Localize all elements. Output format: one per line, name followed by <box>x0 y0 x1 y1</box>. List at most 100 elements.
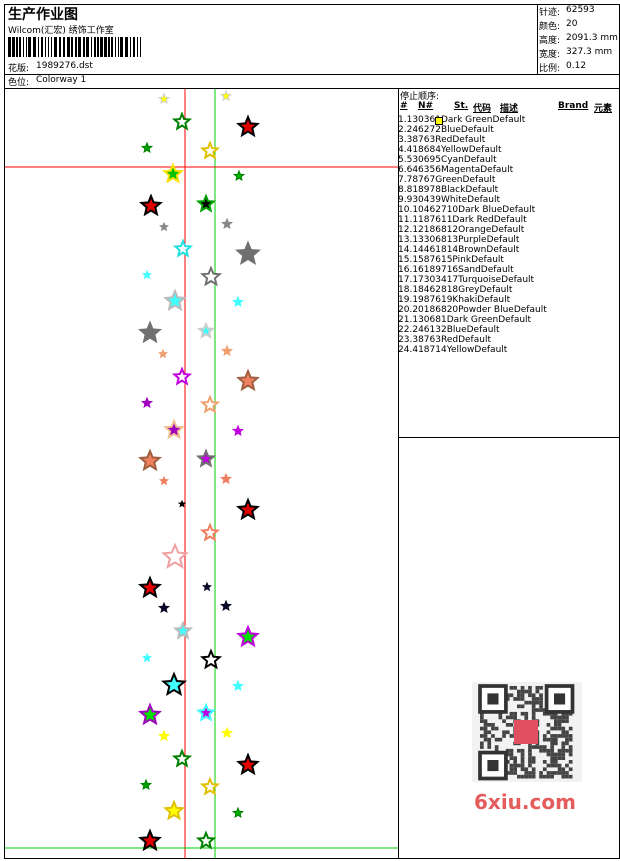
qr-module <box>502 734 506 738</box>
column-header: Brand <box>558 101 589 111</box>
qr-module <box>524 700 529 705</box>
barcode-bar <box>41 37 43 57</box>
row-index: 2. <box>398 125 407 135</box>
design-star <box>157 92 171 105</box>
row-stitches: 3043 <box>412 195 436 205</box>
design-star <box>140 396 154 409</box>
qr-module <box>483 730 488 735</box>
qr-module <box>509 711 514 716</box>
qr-module <box>561 730 566 735</box>
qr-module <box>546 737 551 742</box>
table-row: 12.12 186812OrangeDefault <box>398 117 620 235</box>
qr-module <box>520 748 525 753</box>
row-stitches: 1871 <box>418 345 441 355</box>
qr-module <box>568 745 573 749</box>
row-code: 20 <box>446 305 459 315</box>
barcode-bar <box>130 37 131 57</box>
qr-module <box>520 756 525 760</box>
qr-module <box>524 767 529 772</box>
row-code: 2 <box>435 125 441 135</box>
design-star <box>232 169 246 182</box>
row-index: 21. <box>398 315 413 325</box>
row-needle: 1 <box>412 315 419 325</box>
barcode-bar <box>23 37 24 57</box>
qr-module <box>561 748 566 753</box>
design-star <box>139 778 153 791</box>
barcode-bar <box>86 37 89 57</box>
qr-module <box>542 767 547 772</box>
row-description: Khaki <box>452 295 478 305</box>
qr-module <box>528 686 532 690</box>
qr-module <box>528 700 532 705</box>
row-index: 14. <box>398 245 413 255</box>
design-star <box>163 288 187 312</box>
row-description: Grey <box>458 285 480 295</box>
qr-module <box>546 748 551 753</box>
row-code: 12 <box>446 225 459 235</box>
design-star <box>234 240 262 266</box>
qr-module <box>531 745 536 749</box>
qr-module <box>539 700 543 705</box>
qr-module <box>509 767 514 772</box>
barcode-bar <box>75 37 77 57</box>
row-index: 23. <box>398 335 413 345</box>
qr-module <box>505 715 510 720</box>
qr-module <box>480 741 484 746</box>
qr-module <box>561 741 566 746</box>
qr-module <box>561 771 566 775</box>
qr-module <box>535 745 540 749</box>
qr-module <box>546 771 551 775</box>
row-stitches: 3068 <box>423 235 447 245</box>
qr-module <box>513 771 517 775</box>
row-index: 12. <box>398 225 413 235</box>
design-star <box>199 265 223 287</box>
qr-module <box>554 752 558 757</box>
design-star <box>140 141 154 154</box>
qr-module <box>480 734 484 738</box>
qr-module <box>565 719 569 723</box>
design-star <box>138 448 162 472</box>
row-description: Red <box>440 335 459 345</box>
qr-module <box>487 741 492 746</box>
row-needle: 6 <box>406 165 413 175</box>
colorway-label: 色位: <box>8 78 30 88</box>
qr-module <box>520 774 525 779</box>
barcode-bar <box>137 37 138 57</box>
row-index: 15. <box>398 255 413 265</box>
qr-module <box>531 767 536 772</box>
design-star <box>172 620 194 640</box>
design-star <box>231 424 245 437</box>
table-row: 13.13 306813PurpleDefault <box>398 117 620 245</box>
barcode-bar <box>12 37 15 57</box>
barcode-bar <box>111 37 113 57</box>
row-index: 4. <box>398 145 407 155</box>
qr-module <box>513 686 517 690</box>
row-brand: Default <box>471 255 504 265</box>
row-needle: 17 <box>412 275 424 285</box>
design-star <box>236 368 260 392</box>
column-header: 描述 <box>500 104 519 114</box>
qr-module <box>528 752 532 757</box>
row-description: Dark Red <box>452 215 494 225</box>
table-row: 19.19 87619KhakiDefault <box>398 117 620 305</box>
row-description: Turquoise <box>458 275 502 285</box>
row-needle: 19 <box>412 295 424 305</box>
qr-module <box>520 697 525 701</box>
qr-module <box>483 734 488 738</box>
row-description: Yellow <box>440 145 469 155</box>
row-description: Red <box>435 135 453 145</box>
table-row: 9.9 30439WhiteDefault <box>398 117 620 205</box>
qr-module <box>531 693 536 698</box>
row-description: Orange <box>458 225 492 235</box>
design-star <box>139 193 163 217</box>
table-row: 15.15 87615PinkDefault <box>398 117 620 265</box>
qr-module <box>531 771 536 775</box>
row-description: White <box>440 195 468 205</box>
row-brand: Default <box>462 175 496 185</box>
qr-module <box>498 737 503 742</box>
qr-module <box>539 748 543 753</box>
barcode-bar <box>91 37 92 57</box>
qr-module <box>509 715 514 720</box>
qr-module <box>550 763 554 768</box>
